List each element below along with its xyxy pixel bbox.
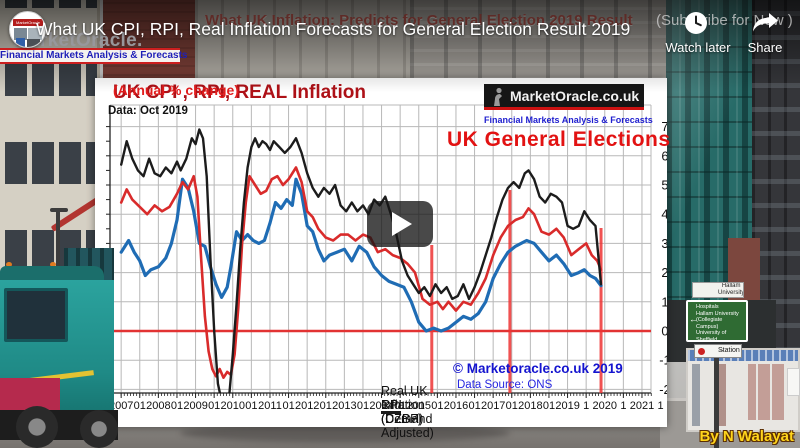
video-title-link[interactable]: What UK CPI, RPI, Real Inflation Forecas… (36, 19, 631, 39)
svg-text:-1: -1 (659, 353, 667, 368)
channel-logo-mosaic (16, 38, 25, 47)
chart-source: Data Source: ONS (457, 379, 553, 391)
svg-text:1: 1 (583, 400, 589, 412)
billboard-label (787, 368, 800, 396)
svg-text:2013: 2013 (332, 400, 356, 412)
billboard-header (688, 350, 798, 361)
svg-text:01: 01 (320, 400, 332, 412)
chart-panel: 76543210-1-22007012008012009012010012011… (95, 78, 670, 440)
truck-roof (0, 266, 104, 282)
road-shadow (180, 424, 510, 442)
chart-copyright: © Marketoracle.co.uk 2019 (453, 361, 623, 376)
street-lamp-arm (50, 208, 68, 212)
svg-text:2: 2 (661, 265, 667, 280)
svg-text:01: 01 (543, 400, 555, 412)
sign-station-text: Station (718, 347, 740, 354)
billboard-image-right (748, 364, 786, 420)
truck-beacon (6, 262, 12, 267)
svg-text:01: 01 (171, 400, 183, 412)
svg-text:01: 01 (245, 400, 257, 412)
svg-text:0: 0 (661, 324, 667, 339)
sign-university-text: Hallam University (City Campus) (718, 283, 744, 296)
sign-directions: ← Hospitals Hallam University (Collegiat… (686, 300, 748, 342)
sign-station: Station → (694, 344, 742, 358)
truck-beacon (50, 262, 56, 267)
play-icon (392, 212, 412, 236)
svg-text:01: 01 (468, 400, 480, 412)
svg-text:2020: 2020 (593, 400, 617, 412)
svg-text:2016: 2016 (444, 400, 468, 412)
legend-label-cpi: CPI (D7G7) (381, 398, 422, 426)
svg-text:01: 01 (506, 400, 518, 412)
svg-text:2010: 2010 (221, 400, 245, 412)
chart-data-date: Data: Oct 2019 (108, 105, 188, 117)
video-background-title: What UK Inflation: Predicts for General … (205, 12, 633, 29)
svg-text:01: 01 (394, 400, 406, 412)
truck (0, 248, 120, 448)
channel-logo-mosaic (14, 28, 27, 40)
svg-text:2021: 2021 (630, 400, 654, 412)
sign-line: Hallam University (696, 310, 739, 317)
svg-text:6: 6 (661, 148, 667, 163)
svg-text:2009: 2009 (183, 400, 207, 412)
svg-text:01: 01 (208, 400, 220, 412)
watch-later-button[interactable]: Watch later (665, 40, 731, 55)
channel-watermark-main: MarketOracle. (13, 30, 143, 51)
play-button[interactable] (367, 201, 433, 247)
author-credit: By N Walayat (699, 428, 794, 445)
marketoracle-tagline: Financial Markets Analysis & Forecasts (484, 115, 653, 125)
elections-annotation: UK General Elections (447, 128, 671, 151)
channel-logo-mosaic (28, 28, 42, 40)
svg-text:2007: 2007 (109, 400, 133, 412)
svg-text:01: 01 (282, 400, 294, 412)
svg-text:2011: 2011 (258, 400, 282, 412)
top-gradient-overlay (0, 0, 800, 92)
sign-line: Hospitals (696, 304, 719, 310)
truck-windscreen (4, 288, 68, 342)
svg-text:1: 1 (661, 294, 667, 309)
svg-text:1: 1 (658, 400, 664, 412)
truck-wheel (16, 406, 58, 448)
svg-text:01: 01 (357, 400, 369, 412)
right-arrow-icon: → (718, 347, 725, 354)
svg-text:2012: 2012 (295, 400, 319, 412)
legend-swatch-real (381, 410, 401, 414)
svg-text:3: 3 (661, 236, 667, 251)
svg-text:5: 5 (661, 178, 667, 193)
svg-text:01: 01 (431, 400, 443, 412)
street-lamp-pole (56, 212, 60, 280)
svg-text:7: 7 (661, 119, 667, 134)
billboard (686, 348, 800, 432)
chart-legend: CPI (D7G7) RPI (CZBH) Real UK Inflation … (95, 384, 667, 440)
share-button[interactable]: Share (747, 40, 783, 55)
svg-text:2015: 2015 (407, 400, 431, 412)
legend-label-real: Real UK Inflation (Demand Adjusted) (381, 384, 434, 440)
channel-logo-mosaic (27, 39, 40, 47)
plot-svg: 76543210-1-22007012008012009012010012011… (106, 104, 667, 412)
left-arrow-icon: ← (689, 314, 698, 324)
svg-text:2017: 2017 (481, 400, 505, 412)
svg-text:2019: 2019 (555, 400, 579, 412)
svg-text:-2: -2 (659, 382, 667, 397)
svg-text:2008: 2008 (146, 400, 170, 412)
svg-text:2018: 2018 (518, 400, 542, 412)
truck-wheel (80, 410, 118, 448)
svg-text:4: 4 (661, 207, 667, 222)
channel-banner: Financial Markets Analysis & Forecasts (0, 48, 188, 64)
sign-line: University of Sheffield (696, 330, 727, 342)
channel-logo: MarketOracle (9, 11, 46, 48)
share-icon[interactable] (750, 10, 780, 34)
legend-label-rpi: RPI (CZBH) (381, 398, 424, 426)
channel-logo-band: MarketOracle (13, 19, 43, 26)
sign-university: Hallam University (City Campus) (692, 282, 744, 298)
sign-line: (Collegiate Campus) (696, 317, 723, 330)
svg-text:2014: 2014 (369, 400, 393, 412)
rail-icon (698, 348, 705, 355)
svg-text:1: 1 (620, 400, 626, 412)
sign-pole (714, 358, 719, 448)
svg-text:01: 01 (134, 400, 146, 412)
marketoracle-logo-text: MarketOracle.co.uk (510, 88, 640, 104)
watch-later-icon[interactable] (683, 10, 709, 36)
